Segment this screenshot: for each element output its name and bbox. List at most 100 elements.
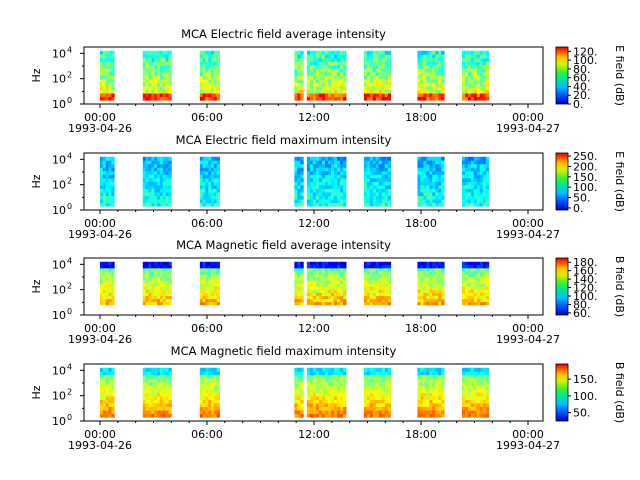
spectrogram-cell xyxy=(482,271,487,275)
panel-title: MCA Electric field maximum intensity xyxy=(176,133,392,147)
spectrogram-cell xyxy=(327,160,332,165)
spectrogram-cell xyxy=(369,89,374,94)
spectrogram-cell xyxy=(372,396,377,400)
spectrogram-cell xyxy=(213,264,218,269)
spectrogram-cell xyxy=(157,156,161,161)
spectrogram-cell xyxy=(318,93,323,98)
spectrogram-cell xyxy=(435,181,439,186)
spectrogram-cell xyxy=(208,399,212,404)
spectrogram-cell xyxy=(157,181,161,186)
spectrogram-cell xyxy=(435,371,439,376)
spectrogram-cell xyxy=(321,160,326,165)
spectrogram-cell xyxy=(151,289,155,293)
spectrogram-cell xyxy=(145,75,149,80)
spectrogram-cell xyxy=(426,292,430,297)
spectrogram-cell xyxy=(476,283,481,287)
spectrogram-cell xyxy=(162,289,167,293)
spectrogram-cell xyxy=(202,93,206,98)
spectrogram-cell xyxy=(331,280,335,284)
spectrogram-cell xyxy=(473,374,478,379)
spectrogram-cell xyxy=(343,413,347,418)
spectrogram-cell xyxy=(199,174,204,179)
spectrogram-cell xyxy=(205,79,209,83)
spectrogram-cell xyxy=(321,374,326,379)
spectrogram-cell xyxy=(375,274,380,278)
spectrogram-cell xyxy=(426,267,430,272)
spectrogram-cell xyxy=(297,392,301,397)
spectrogram-cell xyxy=(208,54,212,59)
spectrogram-cell xyxy=(213,286,218,290)
spectrogram-cell xyxy=(142,292,147,297)
spectrogram-cell xyxy=(482,388,487,393)
spectrogram-cell xyxy=(384,202,389,207)
spectrogram-cell xyxy=(216,93,220,98)
spectrogram-cell xyxy=(479,413,484,418)
spectrogram-cell xyxy=(420,188,424,193)
spectrogram-cell xyxy=(162,374,167,379)
spectrogram-cell xyxy=(331,71,335,76)
data-block xyxy=(142,367,172,418)
spectrogram-cell xyxy=(309,371,314,376)
spectrogram-cell xyxy=(145,283,149,287)
spectrogram-cell xyxy=(432,202,436,207)
spectrogram-cell xyxy=(372,185,377,189)
spectrogram-cell xyxy=(378,57,383,62)
spectrogram-cell xyxy=(318,367,323,372)
spectrogram-cell xyxy=(309,381,314,386)
spectrogram-cell xyxy=(366,181,371,186)
spectrogram-cell xyxy=(340,289,344,293)
spectrogram-cell xyxy=(202,79,206,83)
spectrogram-cell xyxy=(432,264,436,269)
spectrogram-cell xyxy=(211,385,215,390)
spectrogram-cell xyxy=(297,399,301,404)
spectrogram-cell xyxy=(381,392,386,397)
spectrogram-cell xyxy=(479,174,484,179)
spectrogram-cell xyxy=(216,202,220,207)
spectrogram-cell xyxy=(369,163,374,168)
spectrogram-cell xyxy=(162,93,167,98)
spectrogram-cell xyxy=(369,298,374,303)
spectrogram-cell xyxy=(423,192,427,197)
spectrogram-cell xyxy=(378,79,383,83)
spectrogram-cell xyxy=(157,261,161,266)
spectrogram-cell xyxy=(306,75,311,80)
spectrogram-cell xyxy=(372,274,377,278)
spectrogram-cell xyxy=(306,61,311,66)
spectrogram-cell xyxy=(165,170,169,175)
spectrogram-cell xyxy=(111,392,115,397)
spectrogram-cell xyxy=(312,277,317,281)
spectrogram-cell xyxy=(417,410,421,415)
spectrogram-cell xyxy=(142,295,147,300)
spectrogram-cell xyxy=(208,371,212,376)
spectrogram-cell xyxy=(165,68,169,73)
spectrogram-cell xyxy=(297,192,301,197)
spectrogram-cell xyxy=(154,261,158,266)
spectrogram-cell xyxy=(102,174,107,179)
spectrogram-cell xyxy=(145,192,149,197)
spectrogram-cell xyxy=(420,185,424,189)
spectrogram-cell xyxy=(162,264,167,269)
spectrogram-cell xyxy=(441,96,445,101)
spectrogram-cell xyxy=(467,86,472,91)
spectrogram-cell xyxy=(306,277,311,281)
spectrogram-cell xyxy=(294,371,298,376)
spectrogram-cell xyxy=(205,185,209,189)
spectrogram-cell xyxy=(108,79,112,83)
spectrogram-cell xyxy=(473,174,478,179)
spectrogram-cell xyxy=(327,371,332,376)
spectrogram-cell xyxy=(105,274,109,278)
spectrogram-cell xyxy=(318,298,323,303)
x-date-label-end: 1993-04-27 xyxy=(496,228,560,241)
data-block xyxy=(417,50,445,101)
spectrogram-cell xyxy=(102,298,107,303)
spectrogram-cell xyxy=(151,381,155,386)
spectrogram-cell xyxy=(157,406,161,411)
spectrogram-cell xyxy=(148,188,152,193)
spectrogram-cell xyxy=(381,202,386,207)
spectrogram-cell xyxy=(426,298,430,303)
spectrogram-cell xyxy=(327,374,332,379)
spectrogram-cell xyxy=(208,271,212,275)
spectrogram-cell xyxy=(105,271,109,275)
spectrogram-cell xyxy=(417,160,421,165)
spectrogram-cell xyxy=(142,371,147,376)
